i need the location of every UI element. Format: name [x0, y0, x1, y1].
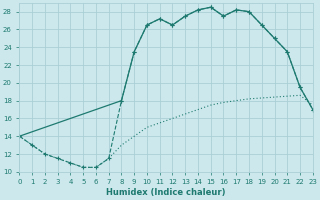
X-axis label: Humidex (Indice chaleur): Humidex (Indice chaleur) — [106, 188, 226, 197]
